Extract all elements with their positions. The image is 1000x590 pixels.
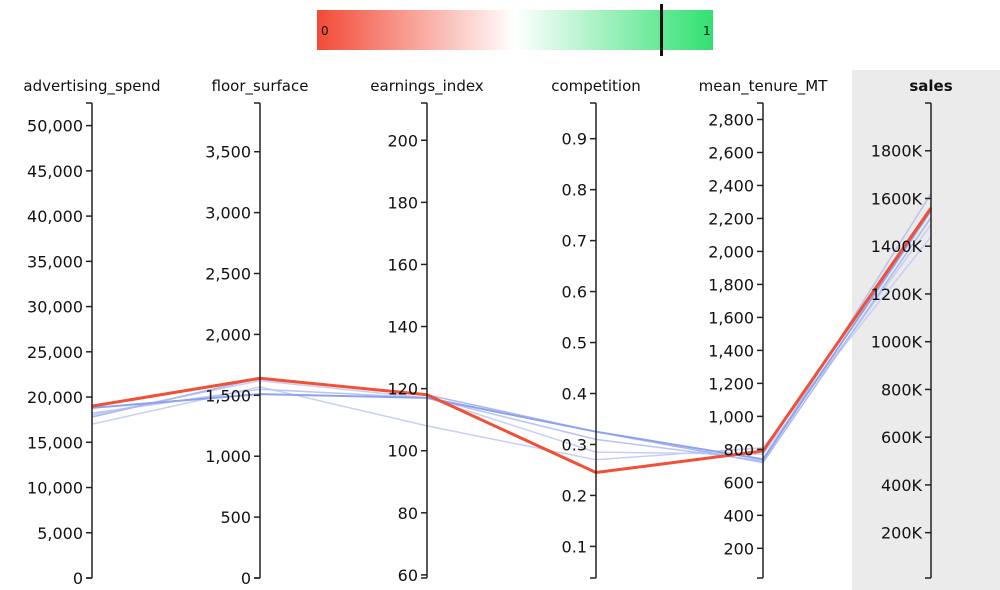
tick-label: 1000K (871, 333, 923, 352)
tick-label: 1,200 (708, 374, 754, 393)
axis-title-sales[interactable]: sales (909, 77, 952, 95)
tick-label: 35,000 (27, 252, 83, 271)
tick-label: 600K (881, 428, 923, 447)
tick-label: 2,200 (708, 209, 754, 228)
tick-label: 500 (220, 508, 251, 527)
tick-label: 0.9 (562, 130, 587, 149)
tick-label: 0.3 (562, 435, 587, 454)
tick-label: 600 (723, 473, 754, 492)
tick-label: 800 (723, 440, 754, 459)
tick-label: 0 (241, 569, 251, 588)
series-lines (91, 193, 933, 474)
tick-label: 2,000 (205, 325, 251, 344)
tick-label: 1,000 (205, 447, 251, 466)
axis-title-earnings_index[interactable]: earnings_index (370, 77, 484, 96)
tick-label: 50,000 (27, 117, 83, 136)
tick-label: 0.7 (562, 232, 587, 251)
tick-label: 800K (881, 380, 923, 399)
tick-label: 0.5 (562, 334, 587, 353)
tick-label: 1800K (871, 142, 923, 161)
tick-label: 15,000 (27, 433, 83, 452)
tick-label: 45,000 (27, 162, 83, 181)
tick-label: 400 (723, 506, 754, 525)
tick-label: 100 (387, 442, 418, 461)
tick-label: 80 (398, 504, 418, 523)
tick-label: 25,000 (27, 343, 83, 362)
tick-label: 40,000 (27, 207, 83, 226)
axis-title-floor_surface[interactable]: floor_surface (212, 77, 309, 96)
colorbar-gradient (317, 10, 713, 50)
tick-label: 1200K (871, 285, 923, 304)
tick-label: 1,800 (708, 275, 754, 294)
axis-floor_surface[interactable]: floor_surface 0 500 1,000 1,500 2,000 2,500 3,0… (205, 77, 308, 588)
colorbar-max-label: 1 (703, 24, 711, 38)
tick-label: 200K (881, 524, 923, 543)
axis-competition[interactable]: competition 0.1 0.2 0.3 0.4 0.5 0.6 0.7 0.8 0.9 (551, 77, 641, 579)
tick-label: 2,400 (708, 176, 754, 195)
axis-title-competition[interactable]: competition (551, 77, 641, 95)
tick-label: 2,500 (205, 265, 251, 284)
tick-label: 1,500 (205, 386, 251, 405)
tick-label: 2,000 (708, 242, 754, 261)
tick-label: 1,600 (708, 308, 754, 327)
tick-label: 0.4 (562, 385, 587, 404)
tick-label: 2,800 (708, 110, 754, 129)
colorbar-min-label: 0 (321, 24, 329, 38)
colorbar[interactable]: 0 1 (317, 4, 713, 56)
tick-label: 160 (387, 255, 418, 274)
tick-label: 1,400 (708, 341, 754, 360)
tick-label: 1,000 (708, 407, 754, 426)
tick-label: 10,000 (27, 479, 83, 498)
axis-advertising_spend[interactable]: advertising_spend 0 5,000 10,000 15,000 20,00… (23, 77, 160, 588)
tick-label: 0 (73, 569, 83, 588)
tick-label: 120 (387, 380, 418, 399)
axis-title-mean_tenure_MT[interactable]: mean_tenure_MT (699, 77, 829, 96)
tick-label: 400K (881, 476, 923, 495)
series-line-5[interactable] (91, 207, 933, 474)
tick-label: 0.2 (562, 486, 587, 505)
tick-label: 2,600 (708, 143, 754, 162)
tick-label: 60 (398, 566, 418, 585)
tick-label: 1600K (871, 189, 923, 208)
tick-label: 1400K (871, 237, 923, 256)
axis-earnings_index[interactable]: earnings_index 60 80 100 120 140 160 180 200 (370, 77, 484, 585)
tick-label: 180 (387, 193, 418, 212)
tick-label: 3,500 (205, 143, 251, 162)
tick-label: 0.8 (562, 181, 587, 200)
axis-title-advertising_spend[interactable]: advertising_spend (23, 77, 160, 96)
tick-label: 5,000 (37, 524, 83, 543)
tick-label: 200 (723, 539, 754, 558)
tick-label: 3,000 (205, 204, 251, 223)
highlighted-axis-background (852, 70, 1000, 590)
axes: advertising_spend 0 5,000 10,000 15,000 20,00… (23, 77, 952, 588)
axis-sales[interactable]: sales 200K 400K 600K 800K 1000K 1200K 1400K 1600… (871, 77, 953, 579)
tick-label: 20,000 (27, 388, 83, 407)
series-line-3[interactable] (91, 217, 932, 464)
tick-label: 0.1 (562, 537, 587, 556)
tick-label: 140 (387, 318, 418, 337)
tick-label: 200 (387, 131, 418, 150)
tick-label: 30,000 (27, 298, 83, 317)
series-line-4[interactable] (91, 209, 932, 461)
axis-mean_tenure_MT[interactable]: mean_tenure_MT 200 400 600 800 1,000 1,200 1,40… (699, 77, 829, 579)
tick-label: 0.6 (562, 283, 587, 302)
